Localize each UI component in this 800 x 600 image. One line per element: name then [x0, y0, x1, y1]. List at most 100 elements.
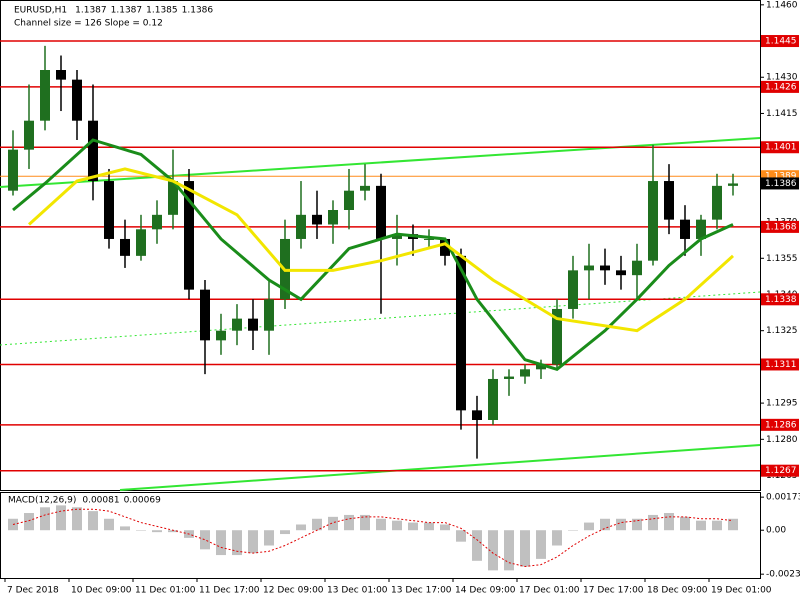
x-tick-label: 11 Dec 01:00	[135, 586, 196, 596]
macd-bar	[312, 518, 322, 531]
candle-body	[248, 318, 258, 331]
channel-middle	[0, 291, 761, 346]
macd-bar	[712, 520, 722, 531]
macd-bar	[728, 518, 738, 531]
candle-body	[200, 289, 210, 341]
macd-bar	[200, 530, 210, 550]
macd-bar	[488, 530, 498, 571]
level-label: 1.1338	[765, 295, 797, 305]
x-tick-label: 13 Dec 17:00	[391, 586, 452, 596]
macd-bar	[280, 530, 290, 535]
macd-bar	[72, 507, 82, 531]
level-label: 1.1267	[765, 466, 797, 476]
macd-bar	[232, 530, 242, 556]
candle-body	[328, 210, 338, 225]
macd-bar	[408, 522, 418, 531]
macd-y-tick-label: 0.00	[766, 526, 786, 536]
macd-bar	[680, 516, 690, 531]
x-tick-label: 18 Dec 09:00	[647, 586, 708, 596]
y-tick-label: 1.1460	[766, 0, 798, 10]
macd-frame	[0, 492, 761, 579]
macd-bar	[392, 520, 402, 531]
macd-bar	[56, 505, 66, 531]
macd-bar	[600, 518, 610, 531]
candle-body	[488, 378, 498, 420]
current-price-box	[761, 177, 799, 190]
macd-y-tick-label: 0.00173	[766, 493, 800, 503]
macd-bar	[168, 530, 178, 533]
macd-bar	[552, 530, 562, 546]
macd-bar	[536, 530, 546, 559]
channel-lower	[119, 444, 761, 491]
macd-bar	[152, 530, 162, 533]
quote-value: 1.1387	[75, 6, 107, 16]
x-tick-label: 7 Dec 2018	[7, 586, 59, 596]
macd-reading: 0.00069	[124, 496, 161, 506]
y-tick-label: 1.1355	[766, 254, 798, 264]
candle-body	[360, 185, 370, 191]
candle-body	[504, 376, 514, 379]
candle-body	[600, 265, 610, 271]
candle-body	[232, 318, 242, 331]
candle-body	[680, 219, 690, 239]
y-tick-label: 1.1295	[766, 399, 798, 409]
candle-body	[536, 364, 546, 370]
macd-bar	[376, 518, 386, 531]
candle-body	[216, 330, 226, 341]
candle-body	[520, 369, 530, 377]
level-label: 1.1426	[765, 82, 797, 92]
candle-body	[264, 299, 274, 331]
candle-body	[712, 185, 722, 220]
macd-bar	[520, 530, 530, 567]
y-tick-label: 1.1415	[766, 109, 798, 119]
candle-body	[440, 238, 450, 256]
y-tick-label: 1.1280	[766, 435, 798, 445]
candle-body	[152, 214, 162, 230]
candle-body	[88, 120, 98, 182]
current-price-label: 1.1386	[765, 179, 797, 189]
y-tick-label: 1.1325	[766, 326, 798, 336]
candle-body	[696, 219, 706, 239]
level-label-box	[761, 141, 799, 154]
x-tick-label: 10 Dec 09:00	[71, 586, 132, 596]
macd-bar	[296, 524, 306, 531]
macd-y-tick-label: -0.0023	[766, 570, 800, 580]
plot	[0, 40, 760, 472]
candle-body	[584, 265, 594, 271]
candle-body	[8, 149, 18, 191]
level-label: 1.1286	[765, 420, 797, 430]
candle-body	[552, 308, 562, 365]
level-label: 1.1445	[765, 37, 797, 47]
level-label-box	[761, 35, 799, 48]
macd-bar	[360, 514, 370, 531]
candle-body	[344, 190, 354, 210]
candle-body	[168, 181, 178, 215]
macd-bar	[440, 524, 450, 531]
macd-bar	[664, 513, 674, 531]
x-tick-label: 12 Dec 09:00	[263, 586, 324, 596]
macd-bar	[264, 530, 274, 546]
candle-body	[72, 79, 82, 121]
moving-average	[27, 167, 735, 333]
candle-body	[632, 260, 642, 276]
macd-bar	[616, 518, 626, 531]
macd-bar	[136, 530, 146, 531]
candle-body	[104, 181, 114, 239]
candle-body	[376, 185, 386, 239]
macd-bar	[248, 530, 258, 554]
macd-bar	[456, 530, 466, 542]
macd-bar	[424, 522, 434, 531]
macd-bar	[568, 530, 578, 531]
macd-bar	[40, 507, 50, 531]
level-label-box	[761, 418, 799, 431]
macd-bar	[120, 526, 130, 531]
level-label: 1.1401	[765, 143, 797, 153]
macd-bar	[216, 530, 226, 556]
level-label-box	[761, 220, 799, 233]
symbol-title: EURUSD,H1	[14, 6, 67, 16]
candle-body	[392, 234, 402, 239]
candle-body	[664, 181, 674, 220]
level-label: 1.1311	[765, 360, 797, 370]
candle-body	[472, 410, 482, 420]
